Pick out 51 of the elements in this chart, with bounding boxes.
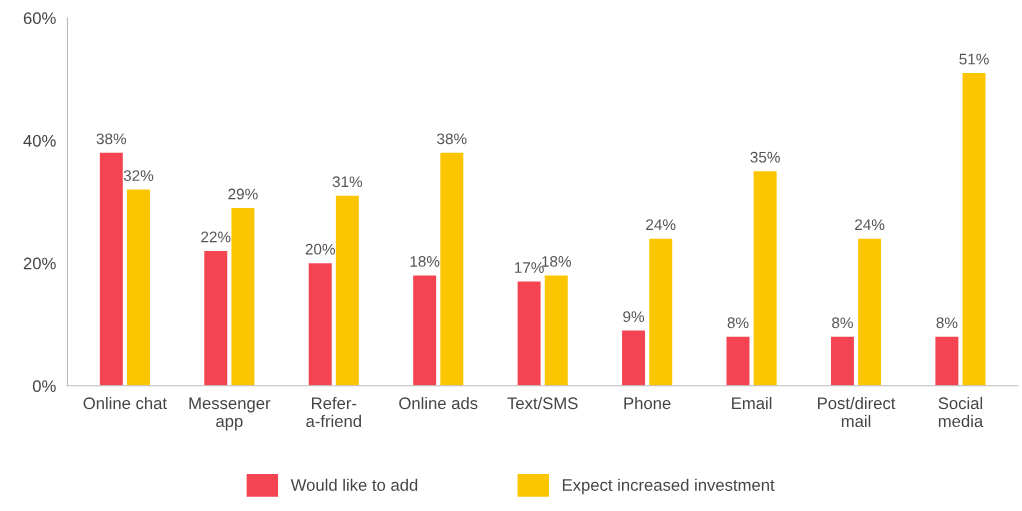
data-label: 17% — [514, 262, 544, 273]
data-label: 8% — [727, 317, 749, 329]
bar — [858, 238, 882, 386]
x-tick-label: Refer- a-friend — [306, 396, 361, 428]
x-tick-label: Online ads — [399, 396, 478, 410]
bar — [622, 330, 646, 386]
y-tick-label: 40% — [23, 134, 56, 147]
x-tick-label: Post/direct mail — [818, 396, 896, 428]
data-label: 18% — [410, 256, 440, 267]
y-tick-label: 20% — [23, 257, 56, 270]
x-tick-label: Messenger app — [189, 397, 271, 431]
bar — [99, 152, 123, 386]
data-label: 38% — [437, 133, 467, 145]
data-label: 8% — [832, 317, 853, 329]
bar — [413, 275, 437, 386]
bar — [544, 275, 568, 386]
x-tick-label: Online chat — [83, 396, 167, 410]
x-tick-label: Text/SMS — [507, 396, 578, 410]
data-label: 20% — [305, 243, 335, 255]
bar — [753, 171, 777, 386]
bar — [935, 336, 959, 386]
bar — [126, 189, 150, 386]
data-label: 31% — [332, 176, 363, 188]
data-label: 51% — [959, 53, 989, 65]
bar — [830, 336, 854, 386]
legend-label: Would like to add — [290, 478, 418, 491]
bar — [517, 281, 541, 386]
data-label: 38% — [96, 133, 127, 145]
bar — [231, 207, 255, 386]
legend-label: Expect increased investment — [562, 478, 775, 495]
bar — [649, 238, 673, 386]
data-label: 29% — [228, 188, 258, 200]
bar — [726, 336, 750, 386]
data-label: 9% — [623, 311, 645, 323]
data-label: 24% — [855, 219, 885, 230]
bar — [335, 195, 359, 386]
y-tick-label: 0% — [32, 380, 56, 393]
y-tick-label: 60% — [23, 12, 56, 25]
x-tick-label: Email — [732, 396, 772, 410]
x-tick-label: Social media — [938, 396, 984, 428]
data-label: 32% — [123, 170, 154, 182]
bar — [308, 263, 332, 386]
x-tick-label: Phone — [624, 396, 671, 410]
data-label: 22% — [201, 231, 231, 243]
bar — [204, 250, 228, 386]
bar — [440, 152, 464, 386]
bar — [962, 73, 986, 386]
data-label: 35% — [750, 151, 780, 163]
data-label: 18% — [542, 256, 572, 267]
data-label: 8% — [936, 317, 958, 329]
data-label: 24% — [646, 219, 676, 230]
